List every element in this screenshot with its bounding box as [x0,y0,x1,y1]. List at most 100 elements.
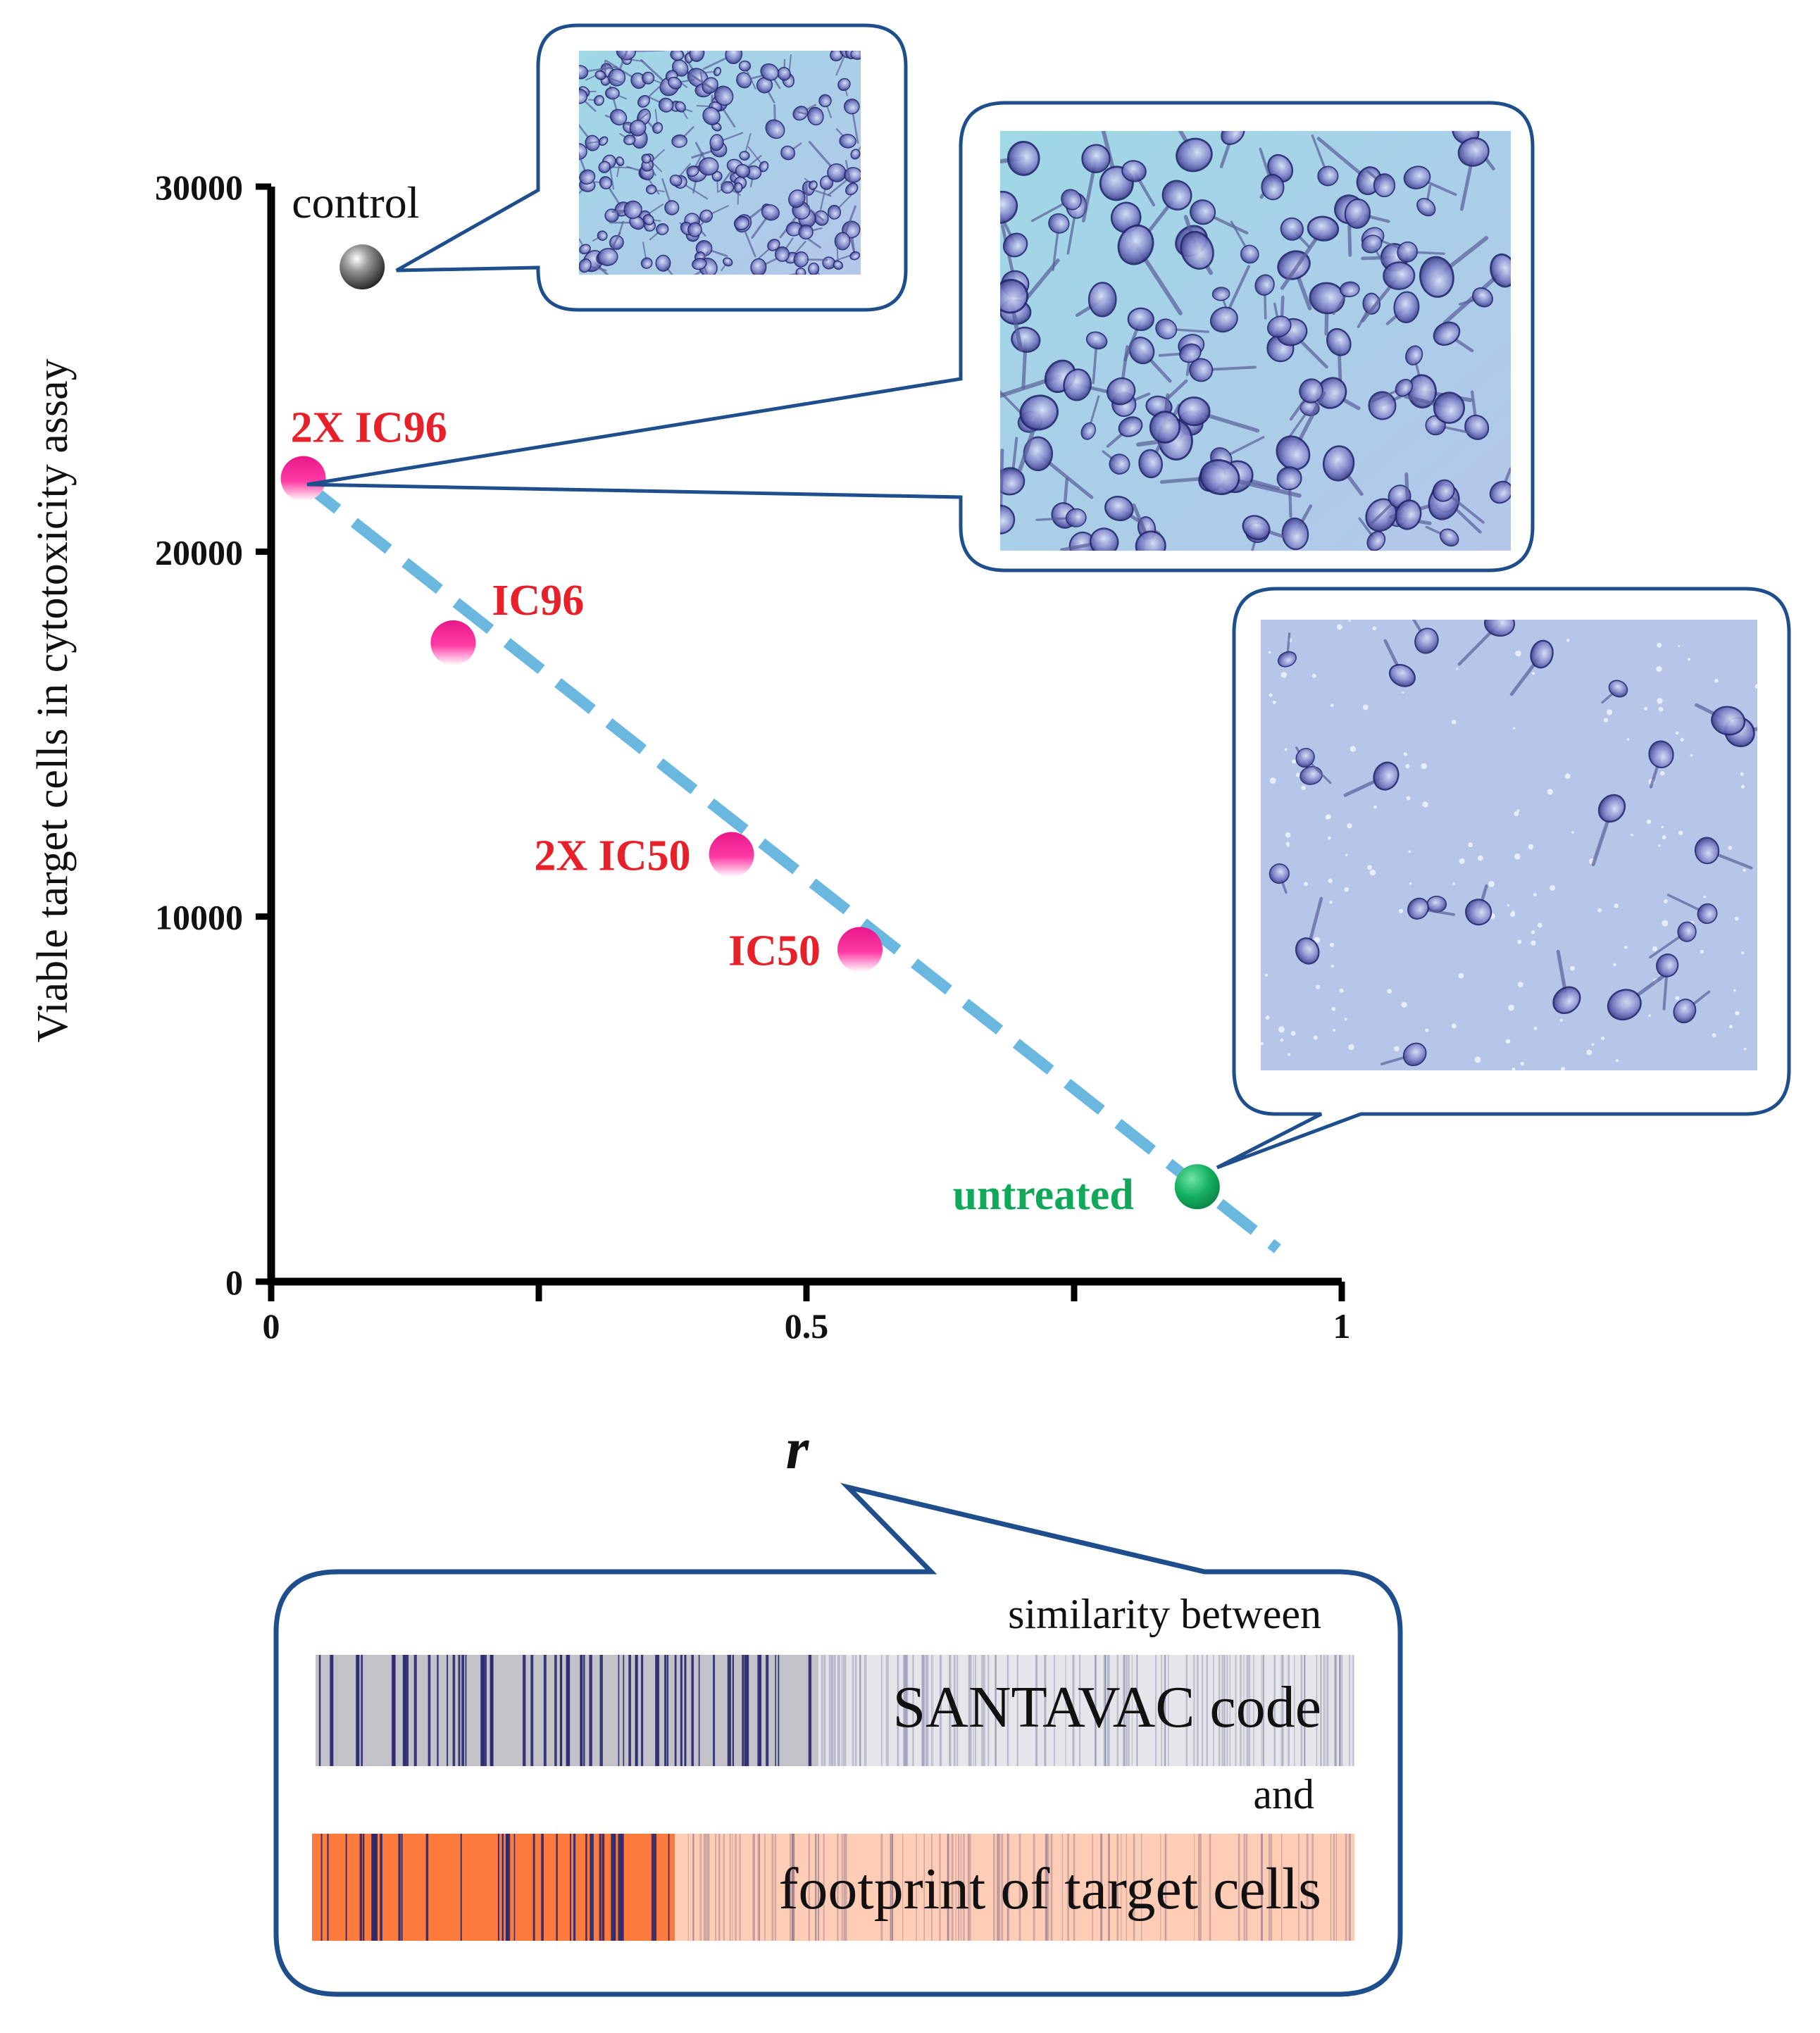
cell [1608,680,1628,698]
cell [798,224,814,240]
speckle [1458,972,1464,979]
cell [1322,445,1355,482]
cell [655,254,671,272]
data-points: control 2X IC96 IC96 2X IC50 IC50 untreated [280,177,1220,1219]
cell [1402,1042,1427,1067]
cell [1317,165,1339,187]
cell [775,246,790,262]
cell [765,119,785,139]
cell [623,200,642,219]
speckle [1740,784,1745,789]
speckle [1269,693,1273,697]
y-tick-label: 30000 [155,168,243,207]
cell [844,99,860,115]
speckle [1533,893,1537,897]
speckle [1311,673,1316,678]
speckle [1537,922,1542,928]
cell [1209,306,1238,333]
speckle [1288,1053,1291,1056]
cell [1457,137,1490,167]
speckle [1339,988,1344,993]
x-axis-label: r [786,1416,810,1482]
cell [686,165,699,177]
cell [795,268,806,275]
speckle [1292,759,1297,764]
speckle [1329,900,1333,904]
cell [1490,253,1511,288]
cell [667,77,682,89]
speckle [1626,738,1630,741]
speckle [1513,727,1516,730]
speckle [1387,989,1392,994]
cell [1472,287,1493,308]
speckle [1531,930,1535,934]
cell [658,97,674,113]
speckle [1261,1041,1264,1046]
speckle [1512,1068,1516,1070]
speckle [1405,763,1410,769]
speckle [1678,644,1681,647]
cell [1110,201,1142,234]
speckle [1401,1001,1407,1008]
cell [725,51,743,65]
point-ic50 [837,927,883,972]
speckle [1661,825,1664,829]
speckle [1678,830,1683,836]
speckle [1344,1018,1347,1021]
cell [1048,213,1070,234]
speckle [1660,770,1665,776]
speckle [1560,1067,1566,1070]
speckle [1571,831,1574,834]
speckle [1517,939,1522,944]
cell [1711,706,1746,736]
cell [777,67,791,81]
cell [1127,307,1154,332]
speckle [1615,1059,1619,1063]
cell [1405,345,1423,365]
cell [808,180,818,190]
speckle [1327,836,1331,840]
cell [1276,466,1302,491]
cell [1656,953,1679,977]
speckle [1301,785,1306,791]
speckle [1631,833,1633,837]
speckle [1664,899,1668,903]
point-2x-ic50 [709,832,754,877]
speckle [1333,1029,1336,1032]
y-axis-label: Viable target cells in cytotoxicity assa… [29,358,77,1042]
cell [1295,748,1315,768]
cell [1179,343,1202,363]
speckle [1570,965,1575,971]
speckle [1398,908,1404,913]
cell [1155,318,1178,339]
cell [1464,414,1490,440]
speckle [1648,1014,1651,1017]
speckle [1657,844,1661,847]
speckle [1714,678,1719,683]
speckle [1700,949,1704,954]
cell [750,258,767,275]
cell [594,70,606,80]
cell [1199,459,1240,496]
cell [1414,627,1439,654]
speckle [1348,1044,1354,1051]
speckle [1514,811,1519,817]
cell [656,223,669,235]
cell [739,151,750,161]
speckle [1264,973,1269,977]
cell [629,120,647,137]
speckle [1373,805,1377,809]
speckle [1657,698,1663,704]
speckle [1394,1046,1400,1051]
speckle [1646,819,1652,825]
cell [687,222,702,237]
speckle [1344,887,1350,892]
speckle [1347,823,1352,829]
cell [598,136,609,146]
cell [1403,165,1431,189]
speckle [1474,1056,1481,1063]
tick-labels: 0 10000 20000 30000 0 0.5 1 [155,168,1351,1346]
cell [1673,999,1697,1024]
speckle [1735,1011,1740,1016]
cell [733,215,750,230]
